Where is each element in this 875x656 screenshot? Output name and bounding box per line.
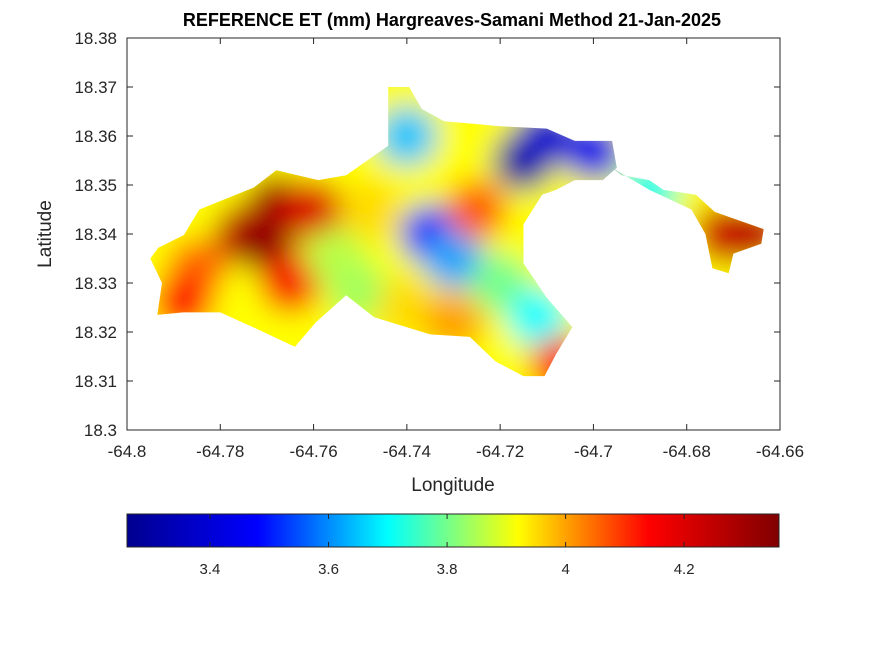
x-tick-label: -64.8 <box>108 442 147 461</box>
colorbar: 3.4 3.6 3.8 4 4.2 <box>126 513 780 578</box>
et-point-13 <box>446 179 507 240</box>
x-tick-label: -64.66 <box>756 442 804 461</box>
colorbar-tick-label: 4.2 <box>674 561 695 578</box>
colorbar-tick-label: 3.4 <box>200 561 221 578</box>
x-tick-label: -64.74 <box>383 442 431 461</box>
et-point-4 <box>283 179 344 240</box>
colorbar-tick-label: 3.8 <box>437 561 458 578</box>
y-tick-label: 18.36 <box>74 127 117 146</box>
plot-area <box>126 37 781 431</box>
chart-title: REFERENCE ET (mm) Hargreaves-Samani Meth… <box>183 10 721 30</box>
y-tick-label: 18.34 <box>74 225 117 244</box>
x-tick-label: -64.72 <box>476 442 524 461</box>
x-tick-label: -64.68 <box>663 442 711 461</box>
y-tick-label: 18.3 <box>84 421 117 440</box>
colorbar-ticks: 3.4 3.6 3.8 4 4.2 <box>200 514 695 578</box>
et-point-19 <box>376 277 437 338</box>
colorbar-gradient <box>126 513 780 548</box>
colorbar-tick-label: 4 <box>561 561 569 578</box>
y-axis: 18.3 18.31 18.32 18.33 18.34 18.35 18.36 18.37 1… <box>74 29 780 440</box>
et-point-9 <box>339 179 400 240</box>
x-tick-label: -64.78 <box>196 442 244 461</box>
x-axis: -64.8 -64.78 -64.76 -64.74 -64.72 -64.7 -64.68… <box>108 38 804 461</box>
et-point-6 <box>260 253 321 313</box>
x-axis-label: Longitude <box>411 475 494 496</box>
y-tick-label: 18.37 <box>74 78 117 97</box>
y-axis-label: Latitude <box>35 200 56 268</box>
y-tick-label: 18.33 <box>74 274 117 293</box>
x-tick-label: -64.7 <box>574 442 613 461</box>
et-point-12 <box>423 228 484 289</box>
y-tick-label: 18.31 <box>74 372 117 391</box>
y-tick-label: 18.38 <box>74 29 117 48</box>
y-tick-label: 18.35 <box>74 176 117 195</box>
x-tick-label: -64.76 <box>289 442 337 461</box>
et-point-10 <box>376 106 437 166</box>
y-tick-label: 18.32 <box>74 323 117 342</box>
colorbar-tick-label: 3.6 <box>318 561 339 578</box>
